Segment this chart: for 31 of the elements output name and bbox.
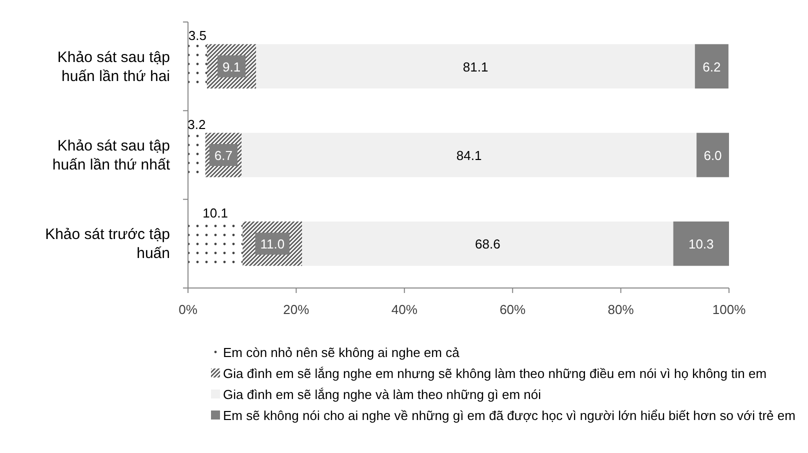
x-tick-label: 80% xyxy=(608,302,634,317)
bar xyxy=(694,44,728,88)
y-tick-label: Khảo sát sau tập huấn lần thứ nhất xyxy=(52,138,171,174)
data-label: 6.7 xyxy=(214,148,232,163)
data-label: 68.6 xyxy=(475,236,500,252)
bar xyxy=(696,132,729,178)
data-label: 10.1 xyxy=(202,206,228,220)
data-label: 3.2 xyxy=(188,116,206,132)
bar xyxy=(256,44,695,88)
legend-label: Em sẽ không nói cho ai nghe về những gì em đã được học vì người lớn hiểu biết hơn so với trẻ em xyxy=(223,408,796,423)
x-tick-label: 40% xyxy=(391,302,418,317)
x-tick-label: 100% xyxy=(712,302,746,317)
legend-label: Gia đình em sẽ lắng nghe và làm theo những gì em nói xyxy=(223,387,542,402)
data-label: 9.1 xyxy=(222,59,241,74)
legend-label: Em còn nhỏ nên sẽ không ai nghe em cả xyxy=(223,345,460,360)
y-tick-label: Khảo sát sau tập huấn lần thứ hai xyxy=(57,48,170,85)
bar xyxy=(673,222,729,266)
x-tick-label: 20% xyxy=(283,302,310,317)
legend-label: Gia đình em sẽ lắng nghe em nhưng sẽ không làm theo những điều em nói vì họ không tin em xyxy=(223,366,767,381)
data-label: 81.1 xyxy=(462,59,488,74)
x-tick-label: 60% xyxy=(500,302,526,317)
data-label: 10.3 xyxy=(688,236,714,252)
y-tick-label: Khảo sát trước tập huấn xyxy=(45,226,170,262)
data-label: 3.5 xyxy=(188,28,207,44)
bar xyxy=(242,132,697,178)
data-label: 84.1 xyxy=(456,148,482,163)
data-label: 6.0 xyxy=(704,148,722,163)
data-label: 6.2 xyxy=(702,59,721,74)
bar xyxy=(302,222,674,266)
data-label: 11.0 xyxy=(260,236,285,252)
x-tick-label: 0% xyxy=(178,302,198,317)
